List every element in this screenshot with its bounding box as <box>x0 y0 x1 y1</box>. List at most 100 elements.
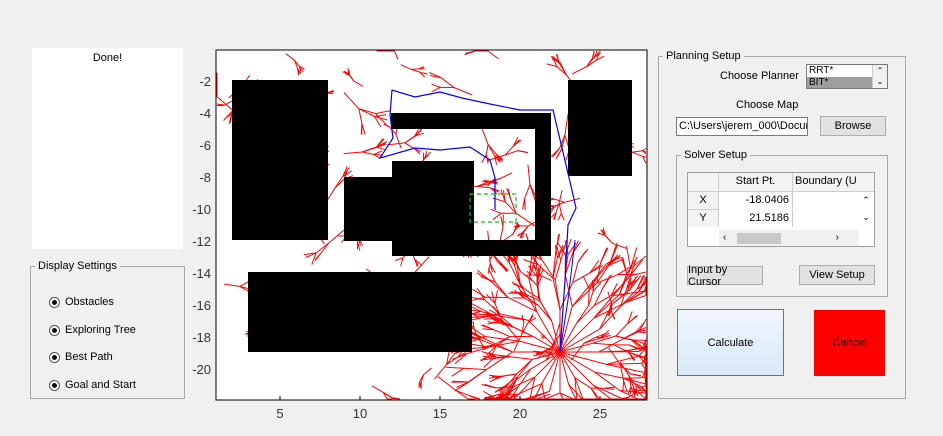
tree-edge <box>538 305 553 322</box>
tree-edge <box>615 323 628 337</box>
tree-edge <box>592 342 615 346</box>
view-setup-button[interactable]: View Setup <box>799 265 875 285</box>
tree-edge <box>572 272 590 283</box>
radio-icon[interactable] <box>49 351 60 363</box>
radio-exploring-tree[interactable]: Exploring Tree <box>49 324 136 336</box>
tree-edge <box>574 377 592 389</box>
tree-edge <box>595 336 605 339</box>
tree-edge <box>516 376 536 397</box>
tree-edge <box>559 392 574 400</box>
tree-edge <box>606 362 642 365</box>
tree-edge <box>481 351 493 355</box>
tree-edge <box>451 367 464 377</box>
tree-edge <box>527 315 534 323</box>
tree-edge <box>593 384 624 400</box>
tree-edge <box>361 123 366 135</box>
tree-edge <box>549 351 561 392</box>
map-path-field[interactable]: C:\Users\jerem_000\Docur <box>676 117 808 136</box>
tree-edge <box>620 291 639 307</box>
radio-goal-and-start[interactable]: Goal and Start <box>49 379 136 391</box>
start-marker: * <box>540 332 546 346</box>
planner-plot[interactable]: * 5 10 15 20 25 -2 -4 -6 -8 -10 -12 -14 … <box>186 40 656 432</box>
tree-edge <box>551 58 561 64</box>
cancel-button[interactable]: Cancel <box>814 310 885 376</box>
scroll-thumb[interactable] <box>737 233 781 244</box>
tree-edge <box>576 305 595 324</box>
tree-edge <box>476 181 489 187</box>
tree-edge <box>630 373 642 377</box>
chevron-up-icon[interactable]: ⌃ <box>876 66 884 75</box>
tree-edge <box>533 351 543 357</box>
tree-edge <box>482 328 495 331</box>
solver-table[interactable]: Start Pt. Boundary (U X -18.0406 Y 21.51… <box>687 172 875 247</box>
radio-best-path[interactable]: Best Path <box>49 351 113 363</box>
browse-button[interactable]: Browse <box>820 116 886 136</box>
tree-edge <box>596 274 618 284</box>
obstacles <box>232 80 632 352</box>
tree-edge <box>342 167 350 177</box>
tree-edge <box>612 289 631 304</box>
tree-edge <box>311 252 317 265</box>
tree-edge <box>556 148 563 158</box>
chevron-left-icon[interactable]: ‹ <box>723 232 727 243</box>
chevron-down-icon[interactable]: ⌄ <box>876 77 884 86</box>
tree-edge <box>536 352 544 356</box>
obstacle <box>392 161 474 256</box>
tree-edge <box>446 350 450 365</box>
tree-edge <box>614 344 629 353</box>
radio-icon[interactable] <box>49 296 60 308</box>
tree-edge <box>527 319 561 353</box>
tree-edge <box>554 323 560 342</box>
tree-edge <box>631 150 643 153</box>
x-tick-label: 5 <box>276 406 283 421</box>
planning-setup-title: Planning Setup <box>666 50 741 62</box>
best-path <box>378 89 577 353</box>
tree-edge <box>515 212 536 227</box>
planner-listbox[interactable]: RRT* BIT* ⌃ ⌄ <box>806 64 888 89</box>
tree-edge <box>528 279 538 312</box>
calculate-button[interactable]: Calculate <box>677 309 784 376</box>
tree-edge <box>437 376 457 391</box>
input-by-cursor-button[interactable]: Input by Cursor <box>687 264 763 288</box>
planner-option-selected[interactable]: BIT* <box>807 77 887 88</box>
tree-edge <box>223 110 233 121</box>
column-header[interactable]: Boundary (U <box>793 173 874 192</box>
horizontal-scrollbar[interactable]: ‹ › <box>719 230 859 246</box>
planner-option[interactable]: RRT* <box>809 65 834 76</box>
radio-obstacles[interactable]: Obstacles <box>49 296 114 308</box>
tree-edge <box>512 376 536 388</box>
tree-edge <box>598 339 622 353</box>
table-cell[interactable]: 21.5186 <box>719 210 793 227</box>
tree-edge <box>395 134 402 149</box>
tree-edge <box>583 336 597 344</box>
tree-edge <box>228 110 233 125</box>
status-text: Done! <box>92 52 123 64</box>
tree-edge <box>525 390 550 400</box>
tree-edge <box>574 377 578 400</box>
tree-edge <box>607 291 612 303</box>
tree-edge <box>559 342 594 353</box>
tree-edge <box>400 64 412 70</box>
tree-edge <box>588 291 594 306</box>
status-panel: Done! <box>32 48 183 249</box>
tree-edge <box>420 71 428 75</box>
tree-edge <box>494 385 505 393</box>
tree-edge <box>638 392 647 400</box>
radio-icon[interactable] <box>49 324 60 336</box>
column-header[interactable]: Start Pt. <box>719 173 793 192</box>
tree-edge <box>486 351 513 371</box>
chevron-right-icon[interactable]: › <box>835 232 839 243</box>
tree-edge <box>523 259 539 266</box>
tree-edge <box>345 73 350 76</box>
listbox-scrollbar[interactable]: ⌃ ⌄ <box>872 65 887 88</box>
tree-edge <box>518 293 527 298</box>
tree-edge <box>559 317 595 353</box>
tree-edge <box>536 393 551 400</box>
radio-icon[interactable] <box>49 379 60 391</box>
vertical-scrollbar[interactable]: ⌃ ⌄ <box>862 195 870 222</box>
tree-edge <box>626 295 647 303</box>
solver-setup-title: Solver Setup <box>684 149 747 161</box>
x-axis: 5 10 15 20 25 <box>276 396 607 421</box>
table-cell[interactable]: -18.0406 <box>719 192 793 209</box>
tree-edge <box>611 312 615 320</box>
